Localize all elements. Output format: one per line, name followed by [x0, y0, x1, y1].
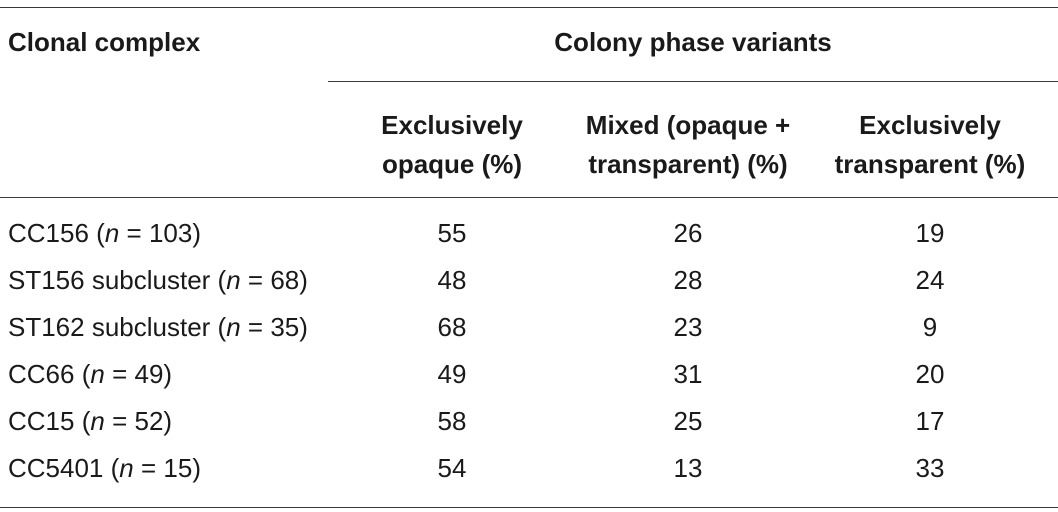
- table-bottom-rule: [0, 507, 1058, 508]
- header-clonal-complex: Clonal complex: [8, 27, 201, 57]
- cell-exclusively-opaque: 48: [437, 265, 467, 295]
- n-symbol: n: [226, 312, 241, 342]
- row-label: CC156 (n = 103): [8, 218, 201, 248]
- row-label: CC66 (n = 49): [8, 359, 173, 389]
- sample-count: 68: [270, 265, 300, 295]
- clonal-complex-name: CC15: [8, 406, 75, 436]
- row-label: CC15 (n = 52): [8, 406, 173, 436]
- column-header-exclusively-opaque: Exclusively opaque (%): [352, 106, 552, 184]
- clonal-complex-name: ST156 subcluster: [8, 265, 211, 295]
- group-header-rule: [328, 81, 1058, 82]
- sample-count: 49: [134, 359, 164, 389]
- sample-count: 52: [134, 406, 164, 436]
- cell-exclusively-transparent: 24: [915, 265, 945, 295]
- cell-mixed: 23: [673, 312, 703, 342]
- cell-exclusively-transparent: 9: [922, 312, 938, 342]
- table-row: CC15 (n = 52) 58 25 17: [0, 398, 1058, 445]
- table-row: CC66 (n = 49) 49 31 20: [0, 351, 1058, 398]
- cell-mixed: 28: [673, 265, 703, 295]
- n-symbol: n: [90, 359, 105, 389]
- table-body: CC156 (n = 103) 55 26 19 ST156 subcluste…: [0, 210, 1058, 492]
- cell-mixed: 13: [673, 453, 703, 483]
- column-header-line: transparent) (%): [588, 149, 788, 179]
- sample-count: 103: [148, 218, 193, 248]
- cell-exclusively-opaque: 58: [437, 406, 467, 436]
- cell-exclusively-transparent: 20: [915, 359, 945, 389]
- cell-exclusively-transparent: 33: [915, 453, 945, 483]
- n-symbol: n: [104, 218, 120, 248]
- cell-exclusively-transparent: 17: [915, 406, 945, 436]
- column-header-line: Exclusively: [859, 110, 1001, 140]
- clonal-complex-name: CC156: [8, 218, 89, 248]
- cell-mixed: 31: [673, 359, 703, 389]
- table-row: CC156 (n = 103) 55 26 19: [0, 210, 1058, 257]
- table-row: ST156 subcluster (n = 68) 48 28 24: [0, 257, 1058, 304]
- sample-count: 15: [163, 453, 193, 483]
- header-colony-phase-variants: Colony phase variants: [554, 27, 832, 57]
- cell-exclusively-opaque: 49: [437, 359, 467, 389]
- clonal-complex-name: CC5401: [8, 453, 104, 483]
- header-bottom-rule: [0, 197, 1058, 198]
- n-symbol: n: [119, 453, 134, 483]
- row-label: CC5401 (n = 15): [8, 453, 201, 483]
- table-top-rule: [0, 7, 1058, 8]
- cell-exclusively-opaque: 68: [437, 312, 467, 342]
- cell-mixed: 25: [673, 406, 703, 436]
- clonal-complex-name: CC66: [8, 359, 75, 389]
- n-symbol: n: [90, 406, 105, 436]
- cell-exclusively-opaque: 55: [437, 218, 467, 248]
- sample-count: 35: [270, 312, 300, 342]
- column-header-line: opaque (%): [381, 149, 523, 179]
- clonal-complex-name: ST162 subcluster: [8, 312, 211, 342]
- cell-exclusively-opaque: 54: [437, 453, 467, 483]
- column-header-line: transparent (%): [834, 149, 1026, 179]
- table-row: CC5401 (n = 15) 54 13 33: [0, 445, 1058, 492]
- column-header-line: Exclusively: [381, 110, 523, 140]
- column-header-mixed: Mixed (opaque + transparent) (%): [563, 106, 813, 184]
- column-header-line: Mixed (opaque +: [585, 110, 791, 140]
- cell-exclusively-transparent: 19: [915, 218, 945, 248]
- table-row: ST162 subcluster (n = 35) 68 23 9: [0, 304, 1058, 351]
- row-label: ST156 subcluster (n = 68): [8, 265, 308, 295]
- row-label: ST162 subcluster (n = 35): [8, 312, 308, 342]
- cell-mixed: 26: [673, 218, 703, 248]
- column-header-exclusively-transparent: Exclusively transparent (%): [815, 106, 1045, 184]
- n-symbol: n: [226, 265, 241, 295]
